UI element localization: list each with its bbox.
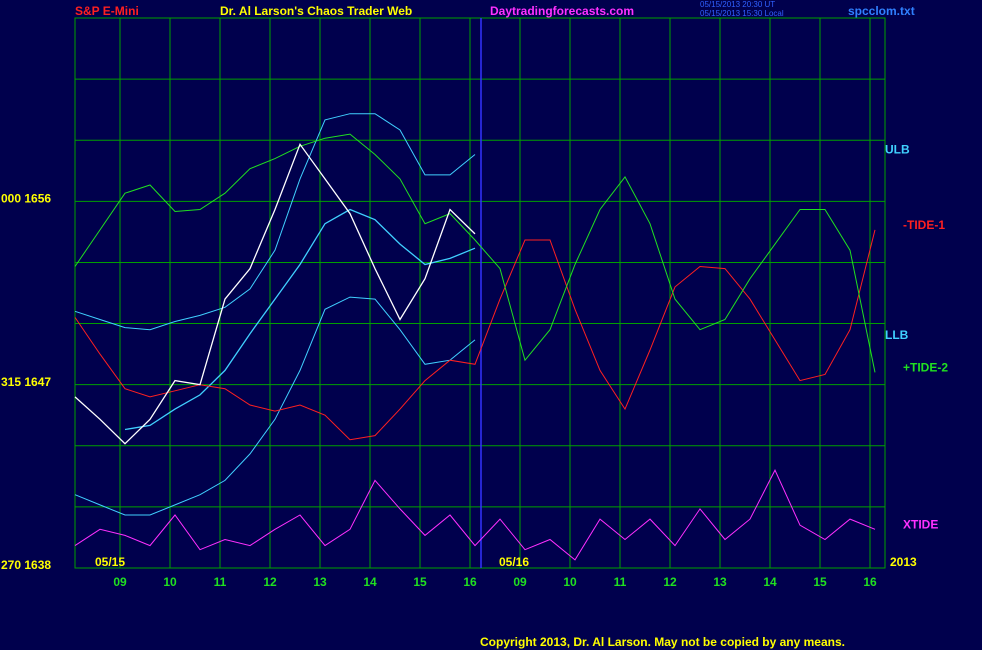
series-label: +TIDE-2 — [903, 361, 948, 375]
timestamp: 05/15/2013 20:30 UT — [700, 0, 775, 9]
plot-frame — [74, 17, 886, 569]
site-name: Daytradingforecasts.com — [490, 4, 634, 18]
year-label: 2013 — [890, 555, 917, 569]
series-line — [74, 229, 876, 441]
y-tick-label: 315 1647 — [1, 375, 51, 389]
x-tick-label: 09 — [113, 575, 127, 589]
y-tick-label: 270 1638 — [1, 558, 51, 572]
x-tick-label: 09 — [513, 575, 527, 589]
x-tick-label: 12 — [263, 575, 277, 589]
date-label: 05/16 — [499, 555, 529, 569]
series-line — [74, 142, 476, 445]
series-label: XTIDE — [903, 517, 938, 531]
chart-subtitle: Dr. Al Larson's Chaos Trader Web — [220, 4, 412, 18]
x-tick-label: 13 — [713, 575, 727, 589]
x-tick-label: 10 — [563, 575, 577, 589]
copyright: Copyright 2013, Dr. Al Larson. May not b… — [480, 635, 845, 649]
x-tick-label: 15 — [413, 575, 427, 589]
x-tick-label: 16 — [863, 575, 877, 589]
series-label: LLB — [885, 328, 909, 342]
x-tick-label: 15 — [813, 575, 827, 589]
series-label: ULB — [885, 143, 910, 157]
x-tick-label: 14 — [363, 575, 377, 589]
x-tick-label: 16 — [463, 575, 477, 589]
series-line — [74, 469, 876, 561]
file-name: spcclom.txt — [848, 4, 915, 18]
timestamp: 05/15/2013 15:30 Local — [700, 9, 784, 18]
x-tick-label: 14 — [763, 575, 777, 589]
x-tick-label: 12 — [663, 575, 677, 589]
y-tick-label: 000 1656 — [1, 192, 51, 206]
date-label: 05/15 — [95, 555, 125, 569]
x-tick-label: 11 — [214, 575, 227, 589]
series-line — [74, 133, 876, 373]
chart-title: S&P E-Mini — [75, 4, 139, 18]
x-tick-label: 13 — [313, 575, 327, 589]
series-label: -TIDE-1 — [903, 218, 945, 232]
series-line — [74, 113, 476, 331]
series-line — [74, 296, 476, 516]
series-line — [124, 208, 476, 431]
x-tick-label: 11 — [614, 575, 627, 589]
x-tick-label: 10 — [163, 575, 177, 589]
